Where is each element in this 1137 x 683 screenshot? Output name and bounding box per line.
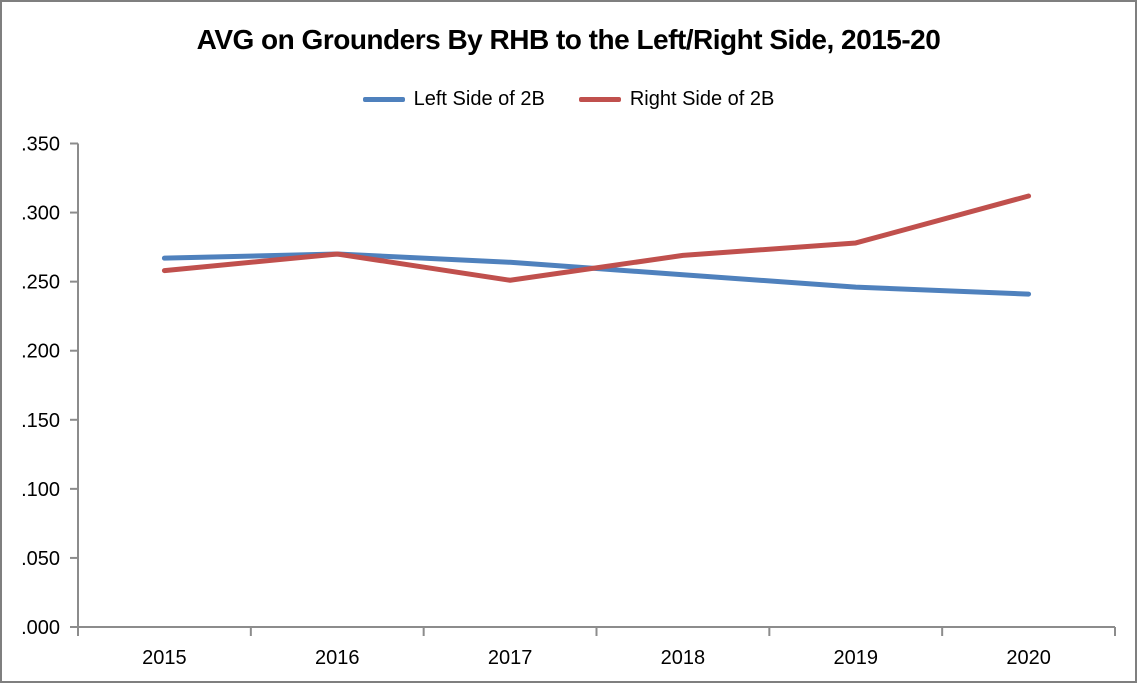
y-axis-tick-label: .200 <box>21 341 60 363</box>
y-axis-tick-label: .350 <box>21 134 60 156</box>
y-axis-tick-label: .100 <box>21 479 60 501</box>
legend-label-right: Right Side of 2B <box>629 88 775 110</box>
x-axis-tick-label: 2020 <box>1006 647 1051 669</box>
legend-item-left-side: Left Side of 2B <box>362 88 545 111</box>
x-axis-tick-label: 2018 <box>661 647 706 669</box>
y-axis-tick-label: .050 <box>21 548 60 570</box>
y-axis-tick-label: .150 <box>21 410 60 432</box>
x-axis-tick-label: 2015 <box>142 647 187 669</box>
legend: Left Side of 2B Right Side of 2B <box>2 88 1135 111</box>
legend-line-swatch-left <box>362 97 405 102</box>
series-line-right-side <box>161 193 1032 283</box>
y-axis-tick-label: .000 <box>21 617 60 639</box>
x-axis-tick-label: 2016 <box>315 647 360 669</box>
chart-title: AVG on Grounders By RHB to the Left/Righ… <box>196 24 941 55</box>
y-axis-tick-label: .300 <box>21 203 60 225</box>
legend-line-swatch-right <box>578 97 621 102</box>
x-axis-tick-label: 2017 <box>488 647 533 669</box>
legend-item-right-side: Right Side of 2B <box>578 88 775 111</box>
x-axis-tick-label: 2019 <box>834 647 879 669</box>
y-axis-tick-label: .250 <box>21 272 60 294</box>
legend-label-left: Left Side of 2B <box>413 88 545 110</box>
